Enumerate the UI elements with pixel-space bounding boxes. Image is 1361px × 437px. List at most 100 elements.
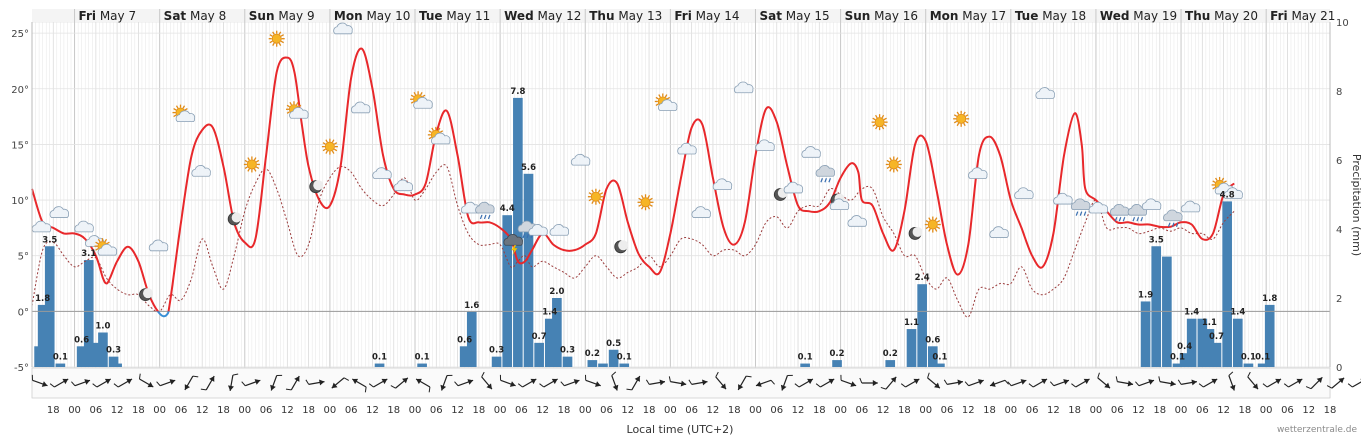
precip-bar xyxy=(523,173,534,367)
cloud-icon xyxy=(1014,187,1034,199)
wind-arrow xyxy=(368,378,388,388)
sun-ray xyxy=(588,198,592,202)
precip-bar xyxy=(513,97,523,368)
wind-arrow xyxy=(688,379,708,386)
rain-icon xyxy=(815,165,835,183)
cloud-shape xyxy=(1053,192,1073,205)
wind-arrow xyxy=(715,371,727,390)
precip-bar xyxy=(466,311,477,367)
day-date: May 19 xyxy=(1129,9,1177,23)
wind-head xyxy=(1127,380,1134,387)
day-weekday: Tue xyxy=(419,9,443,23)
cloud-shape xyxy=(1141,198,1162,211)
rain-drop xyxy=(1175,222,1179,227)
sun-ray xyxy=(297,104,302,108)
cloud-shape xyxy=(74,220,94,233)
sun-ray xyxy=(331,139,335,143)
precip-value-label: 3.5 xyxy=(1149,235,1164,245)
wind-arrow xyxy=(539,378,558,388)
wind-arrow xyxy=(668,376,687,387)
day-label: Thu May 13 xyxy=(589,9,662,23)
sun-ray xyxy=(437,127,441,131)
precip-bar xyxy=(76,346,87,367)
x-tick-label: 06 xyxy=(1281,405,1294,416)
wind-head xyxy=(1148,379,1155,385)
wind-arrow xyxy=(585,374,601,387)
precip-bar xyxy=(1257,363,1268,367)
moon-shade xyxy=(618,240,629,251)
moon-icon xyxy=(908,226,923,240)
sun-ray xyxy=(410,101,415,104)
precip-value-label: 1.1 xyxy=(1202,318,1217,328)
cloud-shape xyxy=(191,165,211,177)
wind-barb xyxy=(454,381,459,387)
day-weekday: Wed xyxy=(1100,9,1130,23)
rain-icon xyxy=(475,201,495,220)
wind-barb xyxy=(276,374,283,376)
x-tick-label: 18 xyxy=(47,405,60,416)
x-tick-label: 12 xyxy=(196,405,209,416)
wind-head xyxy=(416,378,422,385)
sun-ray xyxy=(953,114,958,117)
cloud-icon xyxy=(148,239,169,252)
sun-ray xyxy=(928,217,931,221)
wind-head xyxy=(1104,382,1111,389)
wind-barb xyxy=(192,375,199,378)
wind-barb xyxy=(880,386,887,390)
sun-ray xyxy=(647,195,651,199)
wind-head xyxy=(680,380,687,387)
wind-head xyxy=(486,383,492,390)
precip-bar xyxy=(44,246,55,367)
sun-ray xyxy=(253,157,257,161)
day-weekday: Tue xyxy=(1015,9,1039,23)
day-label: Wed May 19 xyxy=(1100,9,1177,23)
sun-ray xyxy=(953,120,958,124)
moon-icon xyxy=(773,188,788,201)
cloud-shape xyxy=(815,165,835,177)
x-tick-label: 06 xyxy=(941,405,954,416)
x-tick-label: 00 xyxy=(1260,405,1273,416)
moon-icon xyxy=(614,240,629,254)
sun-disc xyxy=(324,141,335,152)
wind-head xyxy=(1083,378,1090,385)
cloud-shape xyxy=(528,224,548,236)
rain-drop xyxy=(828,178,831,183)
wind-head xyxy=(84,379,91,385)
cloud-icon xyxy=(333,22,353,35)
sun-ray xyxy=(322,148,326,152)
wind-barb xyxy=(1071,383,1076,388)
sun-ray xyxy=(666,96,671,100)
left-tick-label: 10° xyxy=(11,196,29,207)
x-tick-label: 00 xyxy=(1090,405,1103,416)
rain-drop xyxy=(1132,216,1136,222)
sun-ray xyxy=(936,226,941,230)
wind-arrow xyxy=(1228,371,1236,391)
sun-ray xyxy=(95,241,99,245)
precip-bar xyxy=(619,363,630,367)
precip-bar xyxy=(1172,363,1183,367)
day-date: May 11 xyxy=(443,9,491,23)
sun-ray xyxy=(247,157,250,161)
day-label: Sun May 9 xyxy=(249,9,315,23)
day-weekday: Thu xyxy=(589,9,614,23)
cloud-shape xyxy=(989,226,1009,238)
wind-arrow xyxy=(71,379,91,387)
x-tick-label: 06 xyxy=(1111,405,1124,416)
cloud-icon xyxy=(393,179,413,192)
wind-barb xyxy=(1115,376,1118,382)
sun-icon xyxy=(637,194,654,211)
precip-bar xyxy=(91,342,101,367)
cloud-icon xyxy=(712,178,733,190)
sun-ray xyxy=(934,217,938,221)
precip-value-label: 2.0 xyxy=(549,287,564,297)
cloud-icon xyxy=(801,146,821,158)
wind-arrow xyxy=(989,379,1009,387)
left-tick-label: -5° xyxy=(14,363,29,374)
x-tick-label: 18 xyxy=(472,405,485,416)
wind-head xyxy=(1316,377,1323,383)
wind-barb xyxy=(517,383,523,388)
cloud-shape xyxy=(1014,187,1034,199)
x-tick-label: 18 xyxy=(387,405,400,416)
wind-arrow xyxy=(1135,379,1155,387)
